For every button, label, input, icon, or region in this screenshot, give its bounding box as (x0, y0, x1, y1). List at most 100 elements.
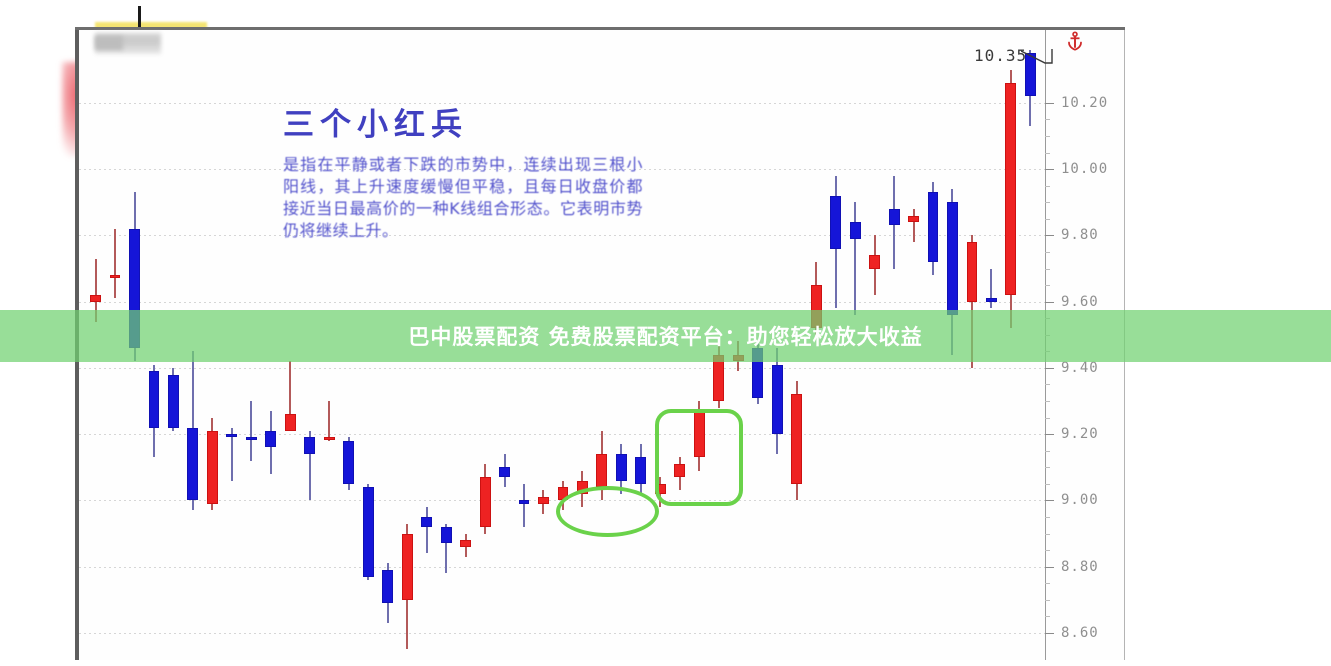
candlestick (518, 483, 530, 527)
price-callout-label: 10.35 (974, 46, 1028, 65)
y-axis-minor-tick (1045, 251, 1050, 253)
candle-wick (230, 427, 233, 481)
y-axis-label: 8.60 (1061, 624, 1099, 641)
candle-body (265, 430, 277, 448)
y-axis-tick (1045, 434, 1054, 436)
y-axis-minor-tick (1045, 136, 1050, 137)
candlestick (323, 401, 335, 441)
gridline (79, 301, 1045, 303)
y-axis-minor-tick (1045, 483, 1050, 485)
candle-body (947, 202, 958, 315)
candlestick (888, 175, 900, 269)
candle-wick (854, 202, 857, 315)
y-axis-label: 10.20 (1061, 94, 1109, 111)
y-axis-minor-tick (1045, 550, 1050, 552)
candle-wick (990, 268, 993, 309)
y-axis-minor-tick (1045, 467, 1050, 469)
gridline (79, 434, 1045, 436)
candle-body (382, 569, 394, 604)
candle-wick (250, 401, 253, 461)
candle-body (830, 195, 842, 249)
candlestick (284, 361, 296, 431)
candle-body (460, 540, 472, 547)
candlestick (869, 235, 881, 295)
y-axis-minor-tick (1045, 450, 1050, 452)
candle-wick (94, 258, 97, 322)
candlestick (538, 490, 549, 514)
pattern-marker-rectangle (655, 409, 743, 506)
candlestick (382, 563, 394, 623)
y-axis-tick (1045, 102, 1054, 104)
candle-body (226, 434, 238, 438)
y-axis-tick (1045, 301, 1054, 303)
y-axis-minor-tick (1045, 616, 1050, 618)
candle-body (187, 427, 199, 501)
gridline (79, 367, 1045, 369)
y-axis-label: 9.20 (1061, 426, 1099, 443)
candle-body (440, 526, 452, 544)
y-axis-label: 9.60 (1061, 293, 1099, 310)
y-axis-tick (1045, 566, 1054, 568)
y-axis-minor-tick (1045, 268, 1050, 270)
candlestick (362, 483, 374, 580)
candlestick (674, 457, 686, 491)
candlestick (109, 228, 121, 299)
candlestick (168, 367, 179, 431)
candlestick (966, 235, 978, 368)
candlestick (206, 417, 218, 511)
bottom-white-strip (0, 660, 1331, 666)
y-axis-minor-tick (1045, 533, 1050, 535)
candlestick (908, 208, 919, 242)
candlestick (401, 523, 413, 650)
candlestick (635, 444, 647, 494)
candlestick (245, 401, 257, 461)
candle-wick (328, 401, 331, 441)
candlestick (421, 507, 433, 554)
gridline (79, 102, 1045, 104)
annotation-title: 三个小红兵 (283, 107, 468, 143)
candle-body (791, 394, 803, 484)
y-axis-minor-tick (1045, 583, 1050, 585)
gridline (79, 566, 1045, 568)
candle-body (284, 414, 296, 431)
candlestick (148, 364, 160, 458)
anchor-icon (1066, 30, 1084, 52)
y-axis-minor-tick (1045, 599, 1050, 601)
candle-body (1024, 53, 1036, 97)
candle-wick (912, 208, 915, 242)
candle-body (148, 371, 160, 428)
y-axis-label: 9.40 (1061, 359, 1099, 376)
y-axis-label: 9.80 (1061, 227, 1099, 244)
y-axis-label: 10.00 (1061, 161, 1109, 178)
y-axis-minor-tick (1045, 384, 1050, 386)
y-axis-tick (1045, 632, 1054, 634)
candle-body (966, 242, 978, 302)
chart-frame-top-border (75, 27, 1125, 30)
candle-body (90, 295, 101, 302)
candlestick (830, 175, 842, 309)
pattern-marker-ellipse (556, 486, 659, 537)
promo-banner: 巴中股票配资 免费股票配资平台：助您轻松放大收益 (0, 310, 1331, 362)
candle-body (206, 430, 218, 504)
candlestick (849, 202, 861, 315)
candlestick (927, 182, 939, 276)
candlestick (1005, 69, 1017, 329)
candlestick (499, 454, 510, 488)
candle-body (849, 222, 861, 239)
candle-body (343, 440, 355, 484)
candle-body (538, 497, 549, 504)
y-axis-label: 9.00 (1061, 492, 1099, 509)
y-axis-minor-tick (1045, 417, 1050, 419)
candlestick (615, 444, 627, 494)
candlestick (343, 437, 355, 491)
candlestick (771, 348, 783, 454)
candle-body (168, 374, 179, 428)
chart-annotation: 三个小红兵 是指在平静或者下跌的市势中，连续出现三根小阳线，其上升速度缓慢但平稳… (283, 107, 683, 242)
price-callout-leader-line (1021, 49, 1053, 64)
redacted-label-box-inner (95, 36, 123, 50)
candle-body (421, 516, 433, 527)
candle-body (635, 457, 647, 484)
y-axis-tick (1045, 169, 1054, 171)
candlestick (304, 430, 316, 501)
y-axis-minor-tick (1045, 152, 1050, 154)
